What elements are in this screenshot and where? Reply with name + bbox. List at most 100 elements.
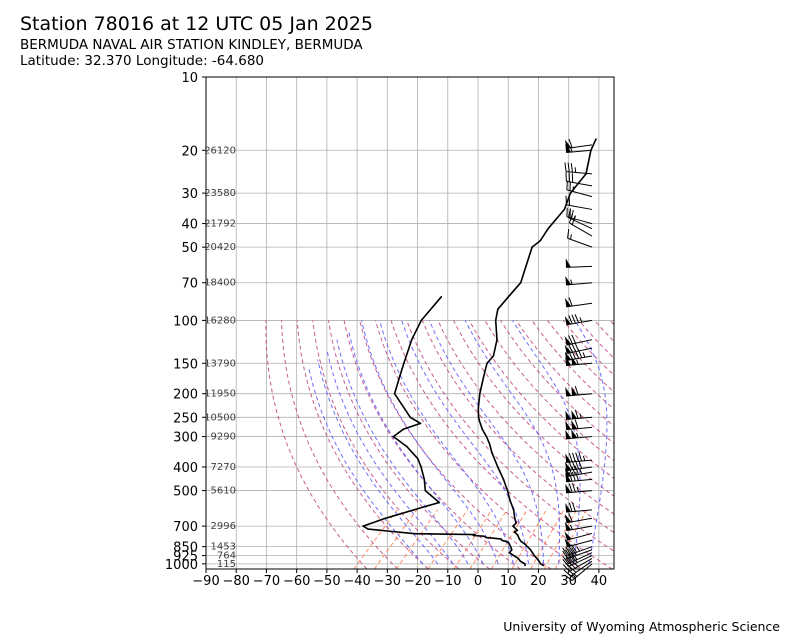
temperature-point — [595, 138, 597, 140]
height-label: 764 — [217, 551, 236, 562]
barb-pennant — [565, 387, 572, 396]
moist-adiabat — [317, 359, 439, 565]
wind-barbs — [562, 138, 593, 581]
x-tick-label: −90 — [192, 574, 219, 589]
height-label: 26120 — [204, 145, 236, 156]
y-tick-label: 100 — [173, 314, 198, 329]
y-tick-label: 400 — [173, 461, 198, 476]
dewpoint-point — [406, 445, 408, 448]
barb-full — [574, 314, 580, 323]
dry-adiabat — [437, 320, 614, 515]
barb-staff — [567, 237, 593, 248]
temperature-point — [569, 192, 572, 194]
dry-adiabat — [453, 320, 614, 497]
moist-adiabat — [464, 320, 561, 564]
barb-pennant — [565, 139, 572, 149]
barb-full — [571, 466, 576, 476]
wind-barb — [565, 172, 593, 187]
barb-full — [568, 315, 573, 325]
wind-barb — [565, 195, 593, 210]
dry-adiabat — [421, 320, 614, 534]
barb-full — [563, 569, 572, 577]
mixing-ratio-line — [530, 509, 565, 569]
wind-barb — [564, 314, 593, 326]
y-tick-label: 20 — [181, 144, 198, 159]
x-tick-label: −30 — [374, 574, 401, 589]
mixing-ratio-line — [427, 509, 468, 569]
y-tick-label: 40 — [181, 218, 198, 233]
wind-barb — [565, 276, 593, 286]
barb-full — [572, 452, 576, 462]
dewpoint-point — [517, 557, 519, 560]
temperature-point — [478, 420, 481, 423]
height-label: 5610 — [211, 486, 236, 497]
barb-half — [574, 167, 577, 173]
barb-full — [568, 452, 573, 463]
barb-full — [574, 419, 579, 429]
barb-full — [575, 452, 579, 462]
x-tick-label: 0 — [474, 574, 482, 589]
temperature-point — [536, 557, 538, 560]
barb-full — [571, 343, 577, 352]
wind-barb — [565, 385, 593, 397]
barb-full — [568, 138, 573, 148]
temperature-point — [513, 531, 516, 533]
barb-full — [574, 385, 579, 396]
temperature-point — [526, 545, 529, 548]
height-label: 11950 — [204, 389, 236, 400]
barb-full — [568, 335, 573, 345]
dewpoint-point — [417, 457, 419, 460]
y-tick-label: 50 — [181, 241, 198, 256]
dewpoint-point — [482, 535, 485, 537]
barb-full — [568, 513, 573, 522]
barb-staff — [566, 282, 593, 286]
sounding-profiles — [362, 138, 597, 567]
barb-pennant — [564, 521, 572, 531]
dewpoint-point — [507, 541, 510, 543]
dry-adiabat — [626, 320, 800, 569]
barb-pennant — [565, 461, 572, 471]
barb-half — [579, 317, 583, 323]
barb-pennant — [571, 420, 578, 430]
barb-full — [568, 297, 573, 307]
barb-staff — [568, 552, 593, 565]
wind-barb — [564, 342, 593, 355]
dry-adiabat — [515, 320, 614, 427]
temperature-point — [509, 499, 511, 502]
dewpoint-point — [524, 564, 526, 567]
dry-adiabat — [594, 320, 614, 343]
dewpoint-point — [403, 362, 405, 365]
dewpoint-point — [420, 319, 423, 322]
barb-half — [569, 524, 573, 530]
barb-pennant — [564, 514, 572, 523]
dry-adiabat — [500, 320, 614, 444]
barb-half — [576, 486, 579, 492]
height-label: 115 — [217, 559, 236, 570]
barb-staff — [567, 546, 593, 557]
barb-staff — [566, 189, 593, 198]
temperature-point — [519, 281, 522, 284]
x-tick-label: −20 — [404, 574, 431, 589]
wind-barb — [565, 483, 593, 494]
barb-full — [567, 229, 570, 239]
dewpoint-point — [509, 545, 512, 548]
temperature-point — [492, 355, 495, 357]
barb-staff — [569, 222, 593, 237]
dry-adiabat — [281, 320, 399, 569]
dewpoint-point — [423, 478, 426, 481]
barb-pennant — [564, 344, 572, 354]
temperature-point — [502, 478, 505, 481]
barb-staff — [566, 393, 593, 397]
dry-adiabat — [484, 320, 614, 462]
barb-half — [582, 352, 586, 358]
y-tick-label: 1000 — [165, 558, 198, 573]
barb-pennant — [571, 429, 578, 439]
wind-barb — [564, 521, 593, 532]
barb-full — [578, 452, 583, 462]
dewpoint-point — [474, 533, 476, 536]
wind-barb — [565, 429, 593, 440]
dewpoint-point — [440, 296, 443, 298]
temperature-point — [529, 548, 532, 551]
x-tick-label: 30 — [560, 574, 577, 589]
height-label: 13790 — [204, 358, 236, 369]
